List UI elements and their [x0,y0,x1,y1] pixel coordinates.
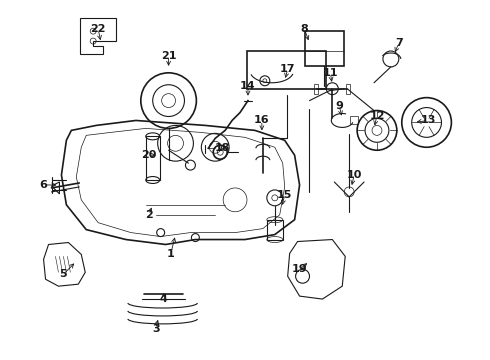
Bar [315,84,318,94]
Text: 17: 17 [280,64,295,74]
Text: 18: 18 [215,143,230,153]
Text: 21: 21 [161,51,176,61]
Bar [267,220,283,239]
Text: 9: 9 [335,100,343,111]
Text: 13: 13 [421,116,436,126]
Text: 16: 16 [254,116,270,126]
Bar [346,84,350,94]
Text: 11: 11 [322,68,338,78]
Bar [305,31,344,66]
Text: 2: 2 [145,210,152,220]
Text: 19: 19 [292,264,307,274]
Text: 22: 22 [90,24,106,34]
Text: 7: 7 [395,38,403,48]
Text: 15: 15 [277,190,293,200]
Text: 3: 3 [152,324,160,334]
Text: 1: 1 [167,249,174,260]
Text: 14: 14 [240,81,256,91]
Text: 4: 4 [160,294,168,304]
Bar [350,117,358,125]
Text: 10: 10 [346,170,362,180]
Text: 5: 5 [60,269,67,279]
Bar [146,136,160,180]
Text: 12: 12 [369,111,385,121]
Text: 8: 8 [301,24,308,34]
Bar [247,51,326,89]
Text: 20: 20 [141,150,156,160]
Text: 6: 6 [40,180,48,190]
